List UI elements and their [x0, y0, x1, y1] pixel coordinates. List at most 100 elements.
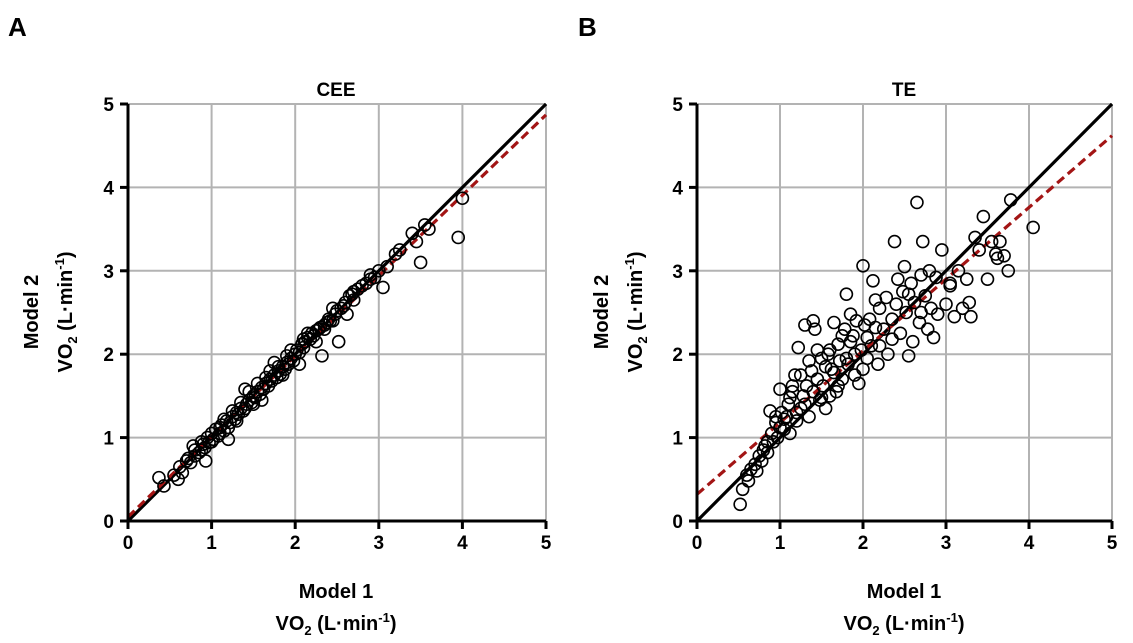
panel-b-xlabel-unit-close: ) — [958, 613, 965, 635]
panel-a-data-point-94 — [388, 247, 403, 261]
panel-b-data-point-46 — [832, 354, 847, 368]
panel-b-letter: B — [578, 12, 597, 42]
panel-b-data-point-106 — [990, 251, 1005, 266]
panel-b-data-point-102 — [976, 209, 991, 224]
panel-b-data-point-65 — [872, 301, 887, 316]
panel-b-data-point-120 — [777, 412, 791, 427]
panel-b-data-point-138 — [814, 390, 829, 405]
panel-b-data-point-99 — [964, 309, 978, 324]
panel-a-data-point-103 — [254, 393, 269, 407]
panel-b-data-point-114 — [810, 343, 825, 357]
panel-b-x-tick-label-3: 3 — [941, 533, 952, 554]
panel-b-data-point-103 — [980, 272, 995, 286]
panel-a-data-point-99 — [417, 218, 432, 232]
panel-b-data-point-48 — [837, 322, 852, 336]
panel-b-data-point-49 — [839, 287, 854, 301]
panel-a-xlabel-line1: Model 1 — [299, 581, 373, 603]
panel-b-x-tick-label-4: 4 — [1024, 533, 1035, 554]
panel-a-data-point-129 — [271, 359, 286, 374]
panel-a-data-point-116 — [225, 404, 240, 418]
panel-b-x-tick-label-2: 2 — [858, 533, 869, 554]
panel-b-data-point-11 — [760, 445, 775, 460]
panel-b-data-point-66 — [876, 322, 891, 336]
panel-b-xlabel-dot: V — [843, 613, 857, 635]
panel-b-data-point-14 — [766, 434, 781, 449]
panel-b-data-point-108 — [997, 248, 1011, 263]
panel-b: B TE Model 1 VO2 (L·min-1) Model 2 VO2 (… — [578, 12, 1118, 638]
panel-a-data-point-39 — [250, 384, 265, 399]
panel-b-y-tick-label-2: 2 — [672, 345, 683, 366]
panel-b-data-point-47 — [835, 372, 850, 387]
panel-b-data-point-137 — [789, 405, 804, 420]
panel-b-data-point-63 — [868, 320, 883, 335]
panel-b-ylabel-unit-close: ) — [625, 251, 647, 258]
panel-b-y-tick-label-4: 4 — [672, 178, 683, 199]
panel-a-data-point-91 — [371, 263, 386, 278]
panel-b-ylabel-base: O — [625, 344, 647, 360]
panel-b-data-point-97 — [959, 272, 974, 286]
panel-b-data-point-17 — [773, 382, 787, 397]
panel-a-ylabel-unit-open: (L·min — [55, 270, 77, 337]
panel-a-data-point-95 — [392, 243, 407, 257]
panel-b-ylabel-line2: VO2 (L·min-1) — [622, 251, 650, 372]
panel-a-data-point-98 — [413, 255, 428, 270]
panel-b-data-point-100 — [968, 230, 982, 245]
panel-b-data-point-61 — [864, 339, 879, 353]
panel-b-plot-area: 0 1 2 3 4 5 0 1 2 3 4 5 — [672, 95, 1117, 554]
panel-b-data-point-134 — [891, 272, 905, 286]
panel-a-x-tick-label-4: 4 — [457, 533, 468, 554]
panel-b-data-point-123 — [843, 307, 858, 321]
panel-b-x-tick-label-1: 1 — [775, 533, 786, 554]
panel-a-data-point-122 — [326, 314, 340, 328]
panel-b-data-point-82 — [914, 268, 928, 282]
panel-a-x-tick-label-1: 1 — [206, 533, 217, 554]
panel-b-data-point-133 — [868, 293, 883, 307]
panel-a-xlabel-dot: V — [275, 613, 289, 635]
panel-b-data-point-69 — [885, 312, 899, 326]
panel-a-regression-line — [126, 113, 548, 518]
panel-a-ylabel-dot: V — [55, 359, 77, 373]
panel-a-ylabel-sup: -1 — [52, 258, 67, 270]
panel-a-data-point-121 — [317, 322, 332, 336]
panel-b-data-point-98 — [962, 295, 977, 310]
panel-a-data-point-32 — [236, 404, 251, 418]
panel-a-y-tick-label-5: 5 — [103, 95, 114, 116]
panel-b-data-point-68 — [881, 347, 895, 362]
panel-b-xlabel-line1: Model 1 — [867, 581, 941, 603]
panel-b-data-point-33 — [806, 314, 821, 328]
panel-b-data-point-139 — [839, 351, 854, 366]
panel-b-data-point-53 — [847, 347, 862, 362]
panel-b-data-point-26 — [791, 340, 806, 355]
panel-a-data-point-109 — [217, 412, 231, 427]
panel-b-data-point-52 — [846, 329, 860, 343]
panel-b-data-point-92 — [939, 297, 953, 311]
panel-b-xlabel-sub: 2 — [872, 623, 879, 638]
panel-a-ylabel-base: O — [55, 344, 77, 360]
panel-b-data-point-84 — [918, 289, 933, 303]
panel-b-y-tick-label-5: 5 — [672, 95, 683, 116]
panel-b-data-point-76 — [901, 349, 916, 363]
panel-b-ylabel-sub: 2 — [635, 336, 650, 343]
panel-a-ylabel-sub: 2 — [65, 336, 80, 343]
panel-a-letter: A — [8, 12, 27, 42]
panel-a-data-point-96 — [405, 226, 420, 241]
panel-a-data-point-92 — [376, 280, 390, 295]
panel-b-data-point-85 — [920, 322, 935, 336]
panel-b-data-point-121 — [793, 368, 808, 382]
panel-b-data-point-75 — [899, 305, 913, 320]
panel-b-regression-line — [695, 134, 1114, 496]
panel-b-ylabel-unit-open: (L·min — [625, 270, 647, 337]
panel-a-data-point-100 — [422, 222, 436, 236]
panel-a-data-point-126 — [238, 401, 252, 416]
panel-a-ylabel-line1: Model 2 — [21, 275, 43, 349]
panel-b-data-point-37 — [814, 351, 829, 366]
panel-b-data-point-90 — [930, 307, 945, 321]
panel-a-data-point-111 — [275, 368, 290, 382]
panel-a-ylabel-unit-close: ) — [55, 251, 77, 258]
panel-b-data-point-22 — [783, 426, 797, 441]
panel-b-data-point-88 — [926, 330, 941, 345]
panel-a-data-point-107 — [292, 357, 307, 372]
panel-b-y-tick-label-0: 0 — [672, 512, 683, 533]
panel-b-ylabel-line1: Model 2 — [591, 275, 613, 349]
